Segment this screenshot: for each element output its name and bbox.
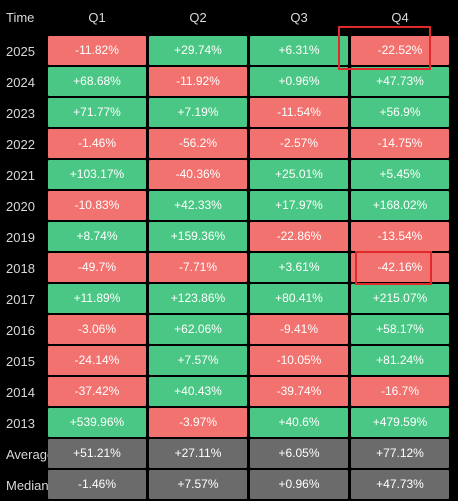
cell-q4: +47.73% <box>351 67 449 96</box>
cell-q1: +11.89% <box>48 284 146 313</box>
cell-q3: -2.57% <box>250 129 348 158</box>
cell-q2: -7.71% <box>149 253 247 282</box>
cell-q2: +123.86% <box>149 284 247 313</box>
header-q3[interactable]: Q3 <box>290 10 308 25</box>
table-row: 2016 -3.06% +62.06% -9.41% +58.17% <box>0 315 458 346</box>
table-row: 2015 -24.14% +7.57% -10.05% +81.24% <box>0 346 458 377</box>
summary-row-average: Average +51.21% +27.11% +6.05% +77.12% <box>0 439 458 470</box>
cell-q1: +8.74% <box>48 222 146 251</box>
cell-q4: +56.9% <box>351 98 449 127</box>
cell-q4: +81.24% <box>351 346 449 375</box>
cell-q4: -16.7% <box>351 377 449 406</box>
cell-q1: -37.42% <box>48 377 146 406</box>
cell-q4: +58.17% <box>351 315 449 344</box>
row-label: 2017 <box>6 292 35 307</box>
cell-q1: -11.82% <box>48 36 146 65</box>
cell-q2: +159.36% <box>149 222 247 251</box>
cell-q4: +47.73% <box>351 470 449 499</box>
cell-q2: -11.92% <box>149 67 247 96</box>
cell-q2: -40.36% <box>149 160 247 189</box>
row-label: Median <box>6 478 49 493</box>
row-label: 2021 <box>6 168 35 183</box>
row-label: 2013 <box>6 416 35 431</box>
row-label: 2023 <box>6 106 35 121</box>
table-row: 2013 +539.96% -3.97% +40.6% +479.59% <box>0 408 458 439</box>
cell-q2: -56.2% <box>149 129 247 158</box>
cell-q1: +68.68% <box>48 67 146 96</box>
cell-q1: +539.96% <box>48 408 146 437</box>
cell-q4: +215.07% <box>351 284 449 313</box>
cell-q4: -14.75% <box>351 129 449 158</box>
cell-q4: +77.12% <box>351 439 449 468</box>
cell-q3: +3.61% <box>250 253 348 282</box>
cell-q3: -9.41% <box>250 315 348 344</box>
cell-q3: +6.05% <box>250 439 348 468</box>
cell-q1: +51.21% <box>48 439 146 468</box>
cell-q4: +479.59% <box>351 408 449 437</box>
cell-q1: -3.06% <box>48 315 146 344</box>
cell-q2: +7.57% <box>149 346 247 375</box>
cell-q3: -11.54% <box>250 98 348 127</box>
row-label: 2022 <box>6 137 35 152</box>
cell-q1: -10.83% <box>48 191 146 220</box>
cell-q3: +0.96% <box>250 67 348 96</box>
cell-q1: +71.77% <box>48 98 146 127</box>
table-row: 2024 +68.68% -11.92% +0.96% +47.73% <box>0 67 458 98</box>
table-row: 2022 -1.46% -56.2% -2.57% -14.75% <box>0 129 458 160</box>
cell-q4: -42.16% <box>351 253 449 282</box>
cell-q3: +17.97% <box>250 191 348 220</box>
row-label: 2014 <box>6 385 35 400</box>
row-label: 2018 <box>6 261 35 276</box>
cell-q3: +0.96% <box>250 470 348 499</box>
cell-q2: +27.11% <box>149 439 247 468</box>
cell-q4: -13.54% <box>351 222 449 251</box>
cell-q1: -1.46% <box>48 470 146 499</box>
cell-q2: +7.57% <box>149 470 247 499</box>
cell-q3: -22.86% <box>250 222 348 251</box>
header-q4[interactable]: Q4 <box>391 10 409 25</box>
row-label: 2020 <box>6 199 35 214</box>
cell-q1: -1.46% <box>48 129 146 158</box>
cell-q3: +40.6% <box>250 408 348 437</box>
cell-q3: +6.31% <box>250 36 348 65</box>
table-row: 2017 +11.89% +123.86% +80.41% +215.07% <box>0 284 458 315</box>
cell-q2: +7.19% <box>149 98 247 127</box>
cell-q3: +80.41% <box>250 284 348 313</box>
table-row: 2020 -10.83% +42.33% +17.97% +168.02% <box>0 191 458 222</box>
row-label: Average <box>6 447 55 462</box>
table-row: 2019 +8.74% +159.36% -22.86% -13.54% <box>0 222 458 253</box>
cell-q2: +42.33% <box>149 191 247 220</box>
summary-row-median: Median -1.46% +7.57% +0.96% +47.73% <box>0 470 458 501</box>
table-row: 2023 +71.77% +7.19% -11.54% +56.9% <box>0 98 458 129</box>
cell-q1: +103.17% <box>48 160 146 189</box>
cell-q3: +25.01% <box>250 160 348 189</box>
cell-q3: -39.74% <box>250 377 348 406</box>
cell-q2: +40.43% <box>149 377 247 406</box>
cell-q3: -10.05% <box>250 346 348 375</box>
table-row: 2021 +103.17% -40.36% +25.01% +5.45% <box>0 160 458 191</box>
cell-q2: -3.97% <box>149 408 247 437</box>
table-row: 2018 -49.7% -7.71% +3.61% -42.16% <box>0 253 458 284</box>
cell-q2: +29.74% <box>149 36 247 65</box>
row-label: 2024 <box>6 75 35 90</box>
cell-q1: -49.7% <box>48 253 146 282</box>
cell-q4: +168.02% <box>351 191 449 220</box>
cell-q1: -24.14% <box>48 346 146 375</box>
header-time: Time <box>6 10 35 25</box>
cell-q4: -22.52% <box>351 36 449 65</box>
header-q1[interactable]: Q1 <box>88 10 106 25</box>
row-label: 2025 <box>6 44 35 59</box>
cell-q2: +62.06% <box>149 315 247 344</box>
row-label: 2015 <box>6 354 35 369</box>
row-label: 2019 <box>6 230 35 245</box>
cell-q4: +5.45% <box>351 160 449 189</box>
header-q2[interactable]: Q2 <box>189 10 207 25</box>
table-header: Time Q1 Q2 Q3 Q4 <box>0 0 458 36</box>
table-row: 2025 -11.82% +29.74% +6.31% -22.52% <box>0 36 458 67</box>
table-row: 2014 -37.42% +40.43% -39.74% -16.7% <box>0 377 458 408</box>
row-label: 2016 <box>6 323 35 338</box>
